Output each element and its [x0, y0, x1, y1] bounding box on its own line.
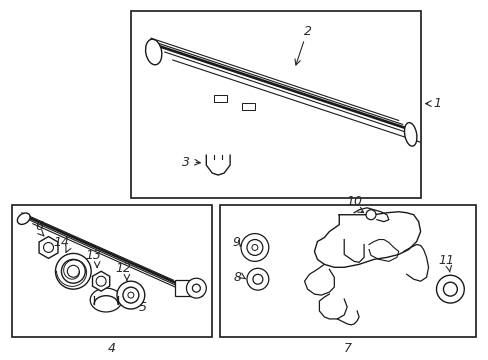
Circle shape	[43, 243, 53, 252]
Text: 10: 10	[346, 195, 362, 208]
Text: 9: 9	[232, 236, 240, 249]
Ellipse shape	[90, 288, 122, 312]
Circle shape	[192, 284, 200, 292]
Text: 4: 4	[108, 342, 116, 355]
Circle shape	[96, 276, 106, 286]
Bar	[242, 103, 254, 109]
Ellipse shape	[404, 123, 416, 146]
Circle shape	[55, 253, 91, 289]
Circle shape	[122, 287, 139, 303]
Text: 8: 8	[234, 271, 242, 284]
Text: 7: 7	[344, 342, 351, 355]
Text: 1: 1	[433, 97, 441, 110]
Circle shape	[128, 292, 134, 298]
Text: 3: 3	[182, 156, 190, 168]
Bar	[12, 205, 212, 337]
Text: 5: 5	[139, 301, 146, 314]
Text: 14: 14	[53, 237, 69, 249]
Circle shape	[366, 210, 375, 220]
Circle shape	[61, 260, 85, 283]
Circle shape	[241, 234, 268, 261]
Circle shape	[186, 278, 206, 298]
Text: 12: 12	[115, 262, 131, 275]
Bar	[131, 11, 420, 198]
Text: 2: 2	[303, 24, 311, 38]
Polygon shape	[39, 237, 58, 258]
Circle shape	[443, 282, 456, 296]
Circle shape	[251, 244, 257, 251]
Circle shape	[246, 239, 263, 255]
Polygon shape	[92, 271, 109, 291]
Text: 13: 13	[85, 249, 101, 262]
Circle shape	[117, 281, 144, 309]
Circle shape	[246, 268, 268, 290]
Text: 11: 11	[438, 254, 453, 267]
Circle shape	[252, 274, 263, 284]
Circle shape	[67, 265, 79, 277]
Ellipse shape	[17, 213, 30, 224]
Ellipse shape	[145, 39, 162, 65]
Circle shape	[436, 275, 463, 303]
Bar	[220, 205, 475, 337]
Text: 6: 6	[36, 220, 43, 233]
Bar	[214, 95, 226, 102]
Bar	[174, 280, 202, 296]
